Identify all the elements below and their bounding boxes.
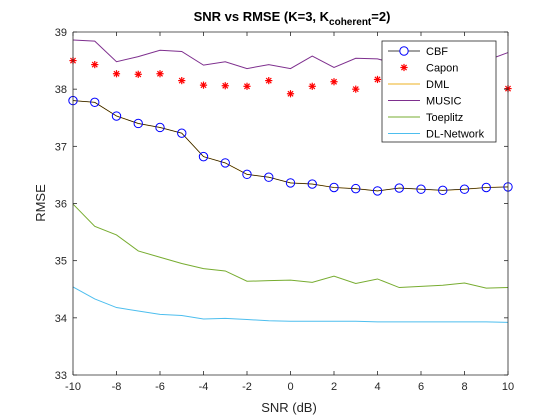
data-point-capon xyxy=(330,78,338,86)
x-tick-label: 10 xyxy=(502,381,514,393)
data-point-capon xyxy=(178,76,186,85)
series-line-cbf xyxy=(72,100,509,192)
data-point-capon-stroke xyxy=(135,71,142,78)
data-point-cbf xyxy=(351,183,361,194)
x-tick-label: -4 xyxy=(199,381,209,393)
y-tick-label: 39 xyxy=(55,27,67,39)
data-point-capon xyxy=(308,82,316,90)
legend-label-capon: Capon xyxy=(426,63,458,75)
legend-items: CBF Capon DML MUSIC Toeplitz DL-Network xyxy=(388,46,485,141)
data-point-cbf xyxy=(394,183,404,193)
data-point-capon-stroke xyxy=(200,82,207,89)
data-point-cbf xyxy=(111,111,122,121)
x-tick-label: 8 xyxy=(461,381,467,393)
y-tick-label: 33 xyxy=(55,370,67,382)
data-point-capon-stroke xyxy=(178,77,185,84)
series-dl-network xyxy=(72,286,509,323)
legend-item-dml: DML xyxy=(388,79,449,91)
legend-marker-capon-stroke xyxy=(400,64,408,71)
legend-label-cbf: CBF xyxy=(426,46,448,58)
legend-item-toeplitz: Toeplitz xyxy=(388,112,463,124)
ticks-layer: -10 -8 -6 -4 -2 0 2 4 6 8 10 33 34 35 36 37 38 39 xyxy=(55,27,514,393)
y-axis-label: RMSE xyxy=(33,184,48,222)
data-point-cbf xyxy=(90,97,100,108)
data-point-capon xyxy=(352,85,360,93)
data-point-cbf xyxy=(372,186,383,196)
data-point-cbf xyxy=(459,184,470,194)
data-point-capon-stroke xyxy=(287,90,294,97)
data-point-cbf xyxy=(307,179,317,189)
legend-item-music: MUSIC xyxy=(388,96,462,108)
data-point-cbf xyxy=(438,185,448,196)
x-tick-label: -2 xyxy=(242,381,252,393)
data-point-cbf xyxy=(285,178,296,188)
data-point-cbf xyxy=(264,172,274,182)
legend-label-dl-network: DL-Network xyxy=(426,129,485,141)
legend-label-music: MUSIC xyxy=(426,96,462,108)
data-point-cbf xyxy=(416,184,426,194)
data-point-cbf xyxy=(177,128,187,138)
legend-item-dl-network: DL-Network xyxy=(388,129,485,141)
data-point-cbf xyxy=(198,151,209,162)
data-point-capon-stroke xyxy=(374,76,381,83)
data-point-capon xyxy=(286,90,295,98)
data-point-capon xyxy=(91,60,99,69)
chart-title-main: SNR vs RMSE (K=3, K xyxy=(194,9,330,24)
x-tick-label: 0 xyxy=(287,381,293,393)
chart-title-subscript: coherent xyxy=(329,17,372,28)
data-point-cbf xyxy=(242,169,252,180)
data-point-cbf xyxy=(481,182,491,193)
series-line-dl-network xyxy=(72,286,509,323)
data-point-capon xyxy=(112,70,121,78)
legend-label-dml: DML xyxy=(426,79,449,91)
chart-title-tail: =2) xyxy=(371,9,390,24)
x-tick-label: 2 xyxy=(331,381,337,393)
x-tick-label: 4 xyxy=(374,381,380,393)
data-point-cbf xyxy=(329,182,339,193)
data-point-cbf xyxy=(133,118,143,129)
data-point-capon xyxy=(221,82,229,90)
data-point-capon-stroke xyxy=(113,70,120,77)
x-tick-label: -10 xyxy=(65,381,81,393)
data-point-capon-stroke xyxy=(330,78,338,85)
data-point-capon-stroke xyxy=(222,82,229,89)
data-point-capon-stroke xyxy=(243,83,251,90)
legend-item-cbf: CBF xyxy=(388,46,448,58)
data-point-capon-stroke xyxy=(352,86,359,93)
x-axis-label: SNR (dB) xyxy=(261,400,317,415)
data-point-cbf xyxy=(155,122,165,133)
legend-box xyxy=(381,40,497,143)
x-tick-label: -8 xyxy=(112,381,122,393)
data-point-capon xyxy=(199,81,208,89)
y-tick-label: 34 xyxy=(55,313,67,325)
data-point-cbf xyxy=(220,158,230,168)
data-point-capon-stroke xyxy=(265,77,272,84)
y-tick-label: 37 xyxy=(55,141,67,153)
series-toeplitz xyxy=(72,203,509,289)
data-point-capon xyxy=(156,70,164,78)
x-tick-label: 6 xyxy=(418,381,424,393)
data-point-capon-stroke xyxy=(156,70,164,77)
y-tick-label: 35 xyxy=(55,256,67,268)
y-tick-label: 38 xyxy=(55,84,67,96)
legend-label-toeplitz: Toeplitz xyxy=(426,112,463,124)
data-point-capon-stroke xyxy=(309,83,316,90)
x-tick-label: -6 xyxy=(155,381,165,393)
data-point-capon xyxy=(134,70,142,78)
legend-item-capon: Capon xyxy=(400,63,458,75)
y-tick-label: 36 xyxy=(55,199,67,211)
legend: CBF Capon DML MUSIC Toeplitz DL-Network xyxy=(381,40,497,143)
data-point-capon xyxy=(265,76,273,85)
data-point-capon-stroke xyxy=(91,61,98,68)
data-point-capon xyxy=(373,75,382,84)
legend-marker-cbf xyxy=(399,46,409,56)
data-point-capon xyxy=(243,82,251,90)
series-line-toeplitz xyxy=(72,203,509,289)
legend-marker-capon xyxy=(400,63,408,72)
chart-title: SNR vs RMSE (K=3, Kcoherent=2) xyxy=(194,9,391,28)
